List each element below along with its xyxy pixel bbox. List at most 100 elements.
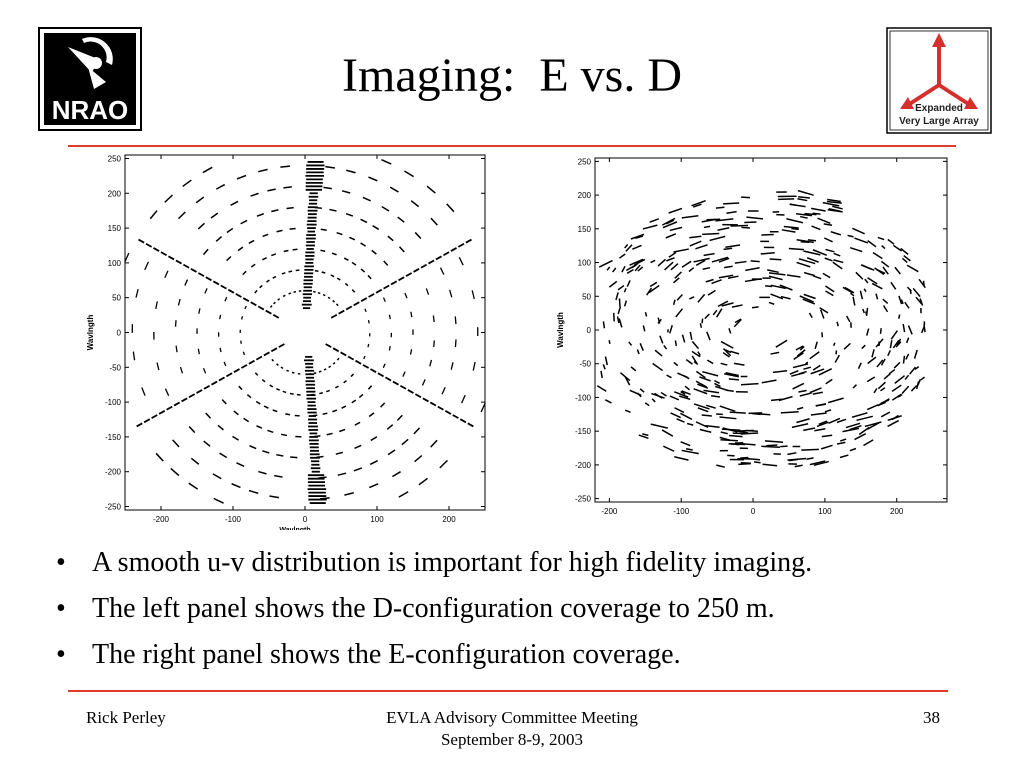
uv-track [136, 422, 143, 428]
uv-track [235, 293, 242, 298]
uv-track [383, 260, 389, 266]
uv-track [833, 252, 841, 257]
bullet-item-2: • The left panel shows the D-configuratio… [56, 586, 812, 632]
footer-author: Rick Perley [86, 708, 166, 727]
y-tick-label: 200 [108, 189, 122, 198]
uv-track [276, 363, 279, 366]
uv-track [405, 272, 413, 277]
uv-track [669, 325, 673, 334]
uv-track [178, 211, 186, 220]
uv-track [854, 237, 869, 244]
uv-track [280, 366, 284, 370]
uv-track [158, 410, 166, 415]
uv-track [164, 270, 169, 279]
uv-track [731, 304, 743, 308]
uv-track [421, 379, 426, 386]
uv-track [880, 358, 886, 366]
uv-track [326, 389, 330, 393]
uv-track [686, 422, 694, 426]
uv-track [832, 261, 843, 270]
uv-track [705, 404, 716, 409]
uv-track [861, 264, 872, 270]
uv-track [876, 268, 886, 275]
y-tick-label: -50 [109, 363, 121, 372]
uv-track [720, 431, 728, 435]
uv-track [254, 289, 258, 294]
uv-track [915, 296, 923, 305]
uv-track [897, 314, 901, 319]
uv-track [707, 289, 716, 296]
uv-track [685, 448, 693, 451]
uv-track [836, 418, 847, 424]
uv-track [724, 373, 740, 378]
uv-track [637, 266, 644, 272]
uv-track [401, 438, 409, 446]
uv-track [760, 251, 775, 255]
uv-track [907, 325, 913, 335]
uv-track [876, 359, 884, 368]
uv-track [681, 334, 686, 343]
uv-track [901, 385, 910, 395]
uv-track [639, 388, 645, 393]
uv-track [709, 235, 726, 242]
uv-track [644, 402, 650, 407]
bottom-divider [68, 690, 948, 692]
uv-track [272, 275, 277, 279]
uv-track [182, 263, 190, 269]
uv-track [271, 358, 275, 362]
uv-track [796, 261, 811, 268]
uv-track [692, 203, 702, 208]
uv-track [718, 274, 734, 279]
uv-track [796, 212, 813, 217]
evla-logo-line2: Very Large Array [899, 116, 979, 127]
uv-coverage-e-config: 250 200 150 100 50 0 -50 -100 -150 -200 -250 -200 -1… [556, 157, 948, 516]
uv-track [323, 186, 332, 190]
uv-track [780, 295, 791, 300]
uv-track [839, 454, 849, 459]
uv-track [689, 240, 702, 247]
uv-track [198, 308, 201, 314]
bullet-text: A smooth u-v distribution is important f… [92, 547, 813, 578]
uv-track [404, 292, 408, 299]
uv-track [818, 368, 833, 376]
uv-track [833, 259, 844, 264]
uv-track [682, 374, 690, 380]
uv-track [330, 313, 338, 319]
uv-track [156, 362, 160, 371]
uv-track [465, 238, 472, 244]
uv-track [768, 301, 775, 305]
uv-track [262, 450, 270, 454]
x-tick-label: -200 [153, 515, 170, 524]
uv-track [887, 350, 891, 357]
uv-track [799, 392, 812, 397]
uv-track [799, 345, 805, 351]
uv-track [240, 340, 242, 344]
uv-track [796, 349, 806, 357]
uv-track [327, 296, 331, 300]
y-tick-label: -150 [105, 433, 122, 442]
uv-track [858, 426, 870, 436]
uv-track [151, 414, 158, 419]
uv-track [657, 318, 662, 324]
uv-track [269, 384, 274, 388]
uv-track [702, 266, 711, 271]
y-tick-label: 0 [587, 326, 592, 335]
y-tick-label: -250 [105, 503, 122, 512]
uv-track [674, 407, 685, 414]
uv-track [608, 340, 611, 345]
uv-track [712, 309, 718, 316]
uv-track [719, 405, 736, 413]
uv-track [164, 388, 170, 396]
uv-track [164, 194, 173, 203]
uv-track [292, 248, 298, 251]
uv-track [894, 375, 906, 384]
uv-track [859, 290, 864, 300]
uv-track [732, 432, 746, 435]
uv-track [803, 427, 816, 432]
uv-track [138, 238, 145, 244]
uv-track [675, 308, 684, 318]
uv-track [814, 427, 826, 432]
uv-track [697, 351, 701, 356]
y-tick-label: -150 [575, 427, 592, 436]
uv-track [721, 428, 741, 432]
